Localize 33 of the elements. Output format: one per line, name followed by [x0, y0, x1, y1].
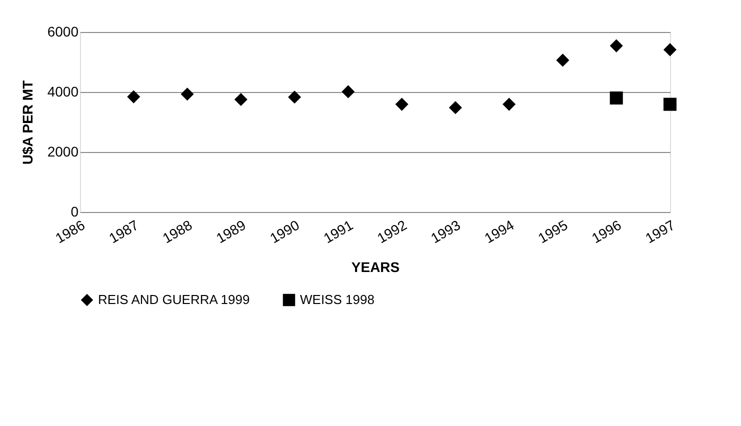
x-tick-label: 1986 [52, 216, 88, 246]
point [502, 98, 516, 111]
x-tick-label: 1991 [320, 216, 356, 246]
point [663, 43, 677, 56]
x-tick-label: 1990 [267, 216, 302, 246]
point [663, 98, 677, 111]
x-tick-label: 1993 [428, 216, 464, 246]
point [395, 98, 408, 111]
point [556, 54, 570, 67]
point [180, 88, 194, 101]
x-tick-label: 1989 [213, 216, 249, 246]
y-axis-title: U$A PER MT [19, 80, 36, 165]
x-tick-label: 1988 [160, 216, 195, 246]
y-tick-label: 6000 [47, 24, 79, 40]
x-tick-label: 1997 [642, 216, 678, 246]
x-axis-title: YEARS [351, 259, 400, 276]
point [234, 92, 248, 106]
legend-label: REIS AND GUERRA 1999 [98, 292, 250, 307]
y-tick-label: 2000 [47, 144, 79, 160]
x-tick-label: 1995 [535, 216, 570, 246]
y-tick-label: 4000 [47, 84, 79, 100]
point [127, 90, 140, 104]
point [610, 91, 623, 105]
point [342, 85, 355, 98]
x-tick-label: 1996 [588, 216, 624, 246]
legend-label: WEISS 1998 [300, 292, 374, 307]
x-tick-label: 1994 [482, 216, 517, 246]
point [610, 39, 623, 52]
x-tick-label: 1992 [374, 216, 410, 246]
point [288, 90, 302, 104]
x-tick-label: 1987 [106, 216, 142, 246]
y-tick-label: 0 [70, 204, 79, 220]
point [448, 101, 462, 114]
